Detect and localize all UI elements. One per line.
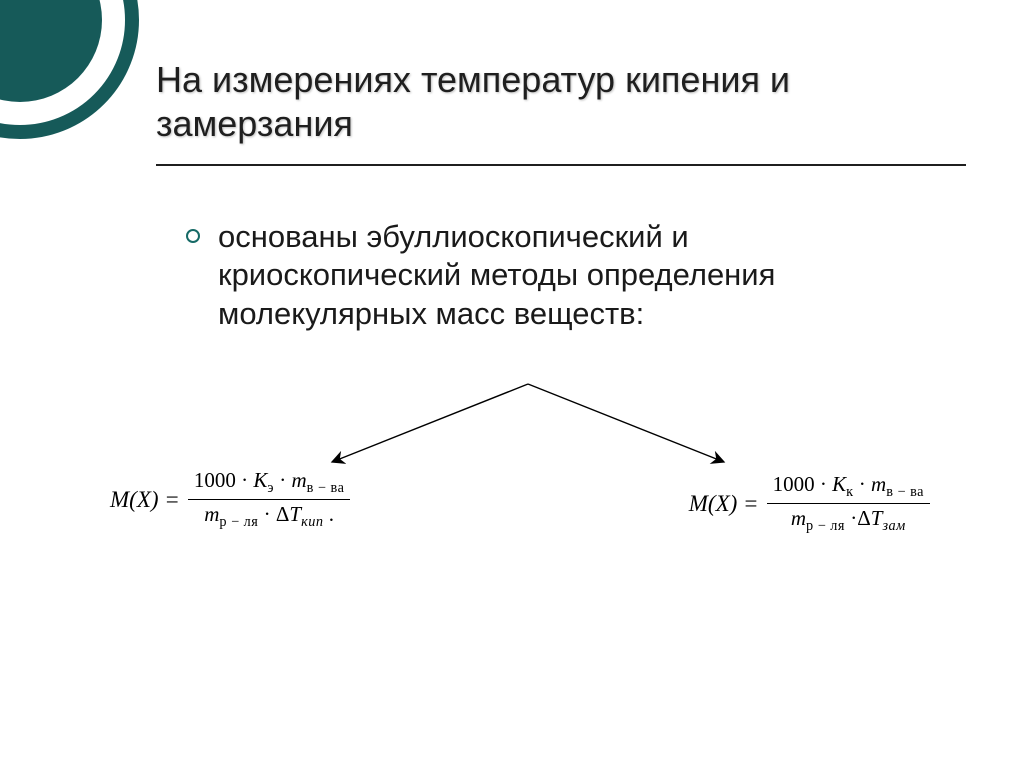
formula-denominator: mр − ля ·ΔTзам xyxy=(785,504,912,537)
arrow-left xyxy=(332,384,528,462)
formula-numerator: 1000 · Kэ · mв − ва xyxy=(188,466,351,499)
formula-ebullioscopic: M(X) = 1000 · Kэ · mв − ва mр − ля · ΔTк… xyxy=(110,462,350,537)
bullet-marker xyxy=(186,229,200,243)
formula-denominator: mр − ля · ΔTкип . xyxy=(198,500,340,533)
formula-numerator: 1000 · Kк · mв − ва xyxy=(767,470,930,503)
slide-title: На измерениях температур кипения и замер… xyxy=(156,58,916,146)
formula-lhs: M(X) = xyxy=(110,487,188,513)
arrow-right xyxy=(528,384,724,462)
bullet-text: основаны эбуллиоскопический и криоскопич… xyxy=(218,218,866,333)
corner-ornament xyxy=(0,0,150,150)
body-text: основаны эбуллиоскопический и криоскопич… xyxy=(186,218,866,333)
formula-lhs: M(X) = xyxy=(689,491,767,517)
formulas: M(X) = 1000 · Kэ · mв − ва mр − ля · ΔTк… xyxy=(110,462,930,537)
formula-cryoscopic: M(X) = 1000 · Kк · mв − ва mр − ля ·ΔTза… xyxy=(689,470,930,537)
title-underline xyxy=(156,164,966,166)
